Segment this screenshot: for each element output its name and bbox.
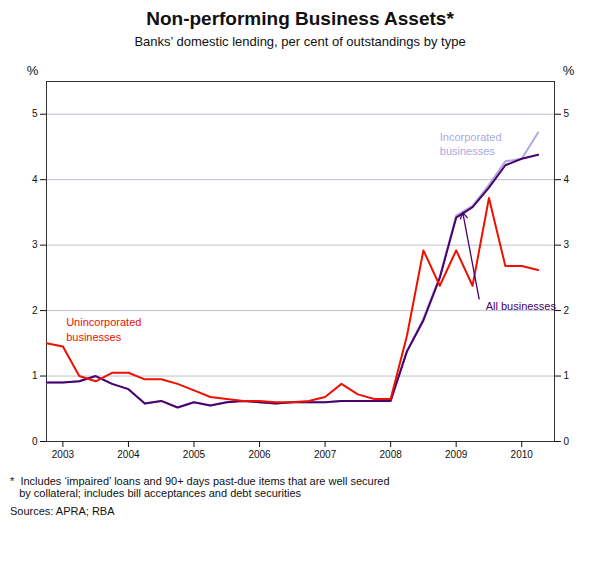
svg-text:5: 5 xyxy=(32,108,38,119)
svg-text:2010: 2010 xyxy=(511,449,534,460)
svg-text:0: 0 xyxy=(32,436,38,447)
html-text:* Includes ‘impaired’ loans an: * Includes ‘impaired’ loans and 90+ days… xyxy=(10,475,390,499)
html-text:Banks’ domestic lending, per c: Banks’ domestic lending, per cent of out… xyxy=(134,34,466,49)
svg-text:2: 2 xyxy=(564,305,570,316)
svg-text:2005: 2005 xyxy=(183,449,206,460)
svg-text:2006: 2006 xyxy=(248,449,271,460)
svg-text:Unincorporatedbusinesses: Unincorporatedbusinesses xyxy=(66,316,141,342)
svg-text:5: 5 xyxy=(564,108,570,119)
svg-text:2008: 2008 xyxy=(380,449,403,460)
svg-text:1: 1 xyxy=(564,370,570,381)
svg-text:3: 3 xyxy=(564,239,570,250)
html-text:Non-performing Business Assets: Non-performing Business Assets* xyxy=(146,8,454,29)
svg-text:2: 2 xyxy=(32,305,38,316)
svg-text:%: % xyxy=(27,63,39,78)
svg-text:4: 4 xyxy=(564,174,570,185)
svg-text:1: 1 xyxy=(32,370,38,381)
svg-text:All businesses: All businesses xyxy=(486,300,557,312)
svg-text:0: 0 xyxy=(564,436,570,447)
svg-text:%: % xyxy=(563,63,575,78)
html-text:Sources: APRA; RBA: Sources: APRA; RBA xyxy=(10,505,115,517)
svg-text:2003: 2003 xyxy=(52,449,75,460)
svg-text:Incorporatedbusinesses: Incorporatedbusinesses xyxy=(440,131,502,157)
svg-text:2007: 2007 xyxy=(314,449,337,460)
svg-text:2009: 2009 xyxy=(445,449,468,460)
svg-text:4: 4 xyxy=(32,174,38,185)
svg-text:3: 3 xyxy=(32,239,38,250)
svg-text:2004: 2004 xyxy=(117,449,140,460)
